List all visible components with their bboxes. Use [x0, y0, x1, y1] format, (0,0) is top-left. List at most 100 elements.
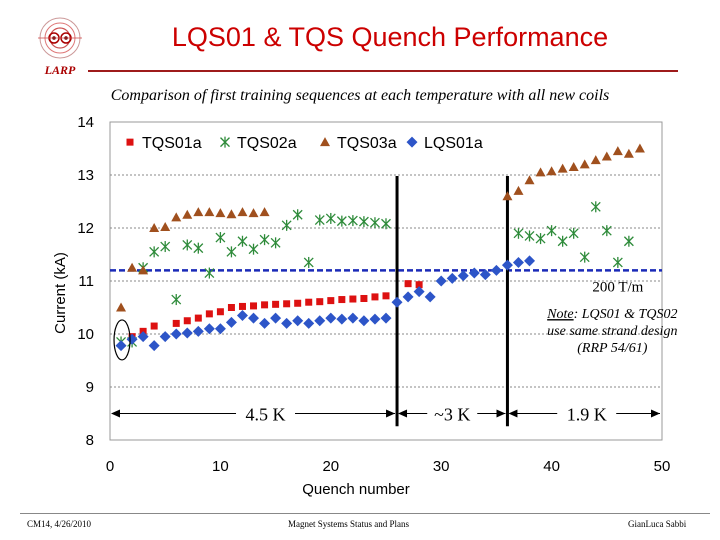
note-line-1: Note: LQS01 & TQS02 [546, 307, 677, 322]
region-label-bg [236, 399, 296, 426]
data-point-tqs03a [634, 143, 645, 153]
data-point-tqs01a [150, 322, 158, 330]
data-point-tqs03a [193, 207, 204, 217]
x-tick-label: 50 [654, 458, 671, 475]
data-point-tqs03a [248, 208, 259, 218]
data-point-tqs02a [193, 242, 204, 254]
data-point-lqs01a [380, 312, 392, 324]
data-point-lqs01a [203, 323, 215, 335]
data-point-tqs02a [381, 218, 391, 230]
data-point-tqs02a [226, 246, 237, 258]
data-point-tqs03a [226, 209, 237, 219]
data-point-lqs01a [524, 255, 536, 267]
data-point-lqs01a [435, 275, 447, 287]
x-tick-label: 20 [322, 458, 339, 475]
legend-marker-tqs01a [126, 138, 134, 146]
data-point-tqs03a [502, 191, 513, 201]
data-point-lqs01a [115, 340, 127, 352]
data-point-tqs03a [204, 207, 215, 217]
data-point-tqs01a [327, 297, 335, 305]
legend-label-tqs03a: TQS03a [337, 135, 397, 152]
y-tick-label: 9 [86, 379, 94, 396]
data-point-tqs03a [590, 155, 601, 165]
x-tick-label: 0 [106, 458, 114, 475]
region-label: 1.9 K [567, 405, 607, 425]
legend-marker-tqs02a [220, 136, 230, 148]
data-point-tqs03a [612, 146, 623, 156]
data-point-tqs02a [535, 233, 546, 245]
data-point-tqs01a [250, 302, 258, 310]
data-point-tqs03a [513, 185, 524, 195]
data-point-tqs03a [546, 166, 557, 176]
data-point-lqs01a [259, 317, 271, 329]
note-text: : LQS01 & TQS02 [574, 307, 678, 322]
logo-text: LARP [44, 63, 76, 77]
y-tick-label: 12 [77, 220, 94, 237]
data-point-tqs02a [524, 230, 535, 242]
data-point-tqs02a [204, 267, 215, 279]
slide-title: LQS01 & TQS Quench Performance [171, 22, 609, 52]
data-point-tqs03a [524, 175, 535, 185]
data-point-tqs01a [205, 310, 213, 318]
data-point-tqs02a [149, 246, 160, 258]
region-label-bg [427, 399, 478, 426]
y-tick-label: 11 [78, 273, 94, 290]
series-tqs01a [128, 280, 423, 341]
footer-rule [20, 513, 710, 514]
data-point-lqs01a [336, 313, 348, 325]
data-point-lqs01a [192, 325, 204, 337]
data-point-tqs03a [116, 302, 127, 312]
data-point-tqs01a [283, 300, 291, 308]
legend-label-tqs01a: TQS01a [142, 135, 202, 152]
data-point-lqs01a [137, 331, 149, 343]
data-point-lqs01a [225, 316, 237, 328]
data-point-lqs01a [325, 312, 337, 324]
data-point-tqs03a [138, 265, 149, 275]
data-point-tqs01a [238, 302, 246, 310]
series-tqs02a [116, 201, 634, 348]
data-point-tqs01a [360, 294, 368, 302]
data-point-tqs03a [182, 209, 193, 219]
note-label: Note [546, 307, 573, 322]
data-point-tqs03a [579, 159, 590, 169]
data-point-tqs02a [612, 256, 623, 268]
data-point-tqs02a [623, 235, 634, 247]
data-point-lqs01a [391, 296, 403, 308]
data-point-tqs03a [568, 162, 579, 172]
x-tick-label: 40 [543, 458, 560, 475]
x-tick-label: 30 [433, 458, 450, 475]
data-point-lqs01a [413, 286, 425, 298]
footer-author: GianLuca Sabbi [628, 519, 687, 529]
data-point-tqs02a [568, 227, 579, 239]
legend-marker-tqs03a [320, 137, 330, 147]
data-point-lqs01a [512, 256, 524, 268]
legend-marker-lqs01a [406, 136, 418, 148]
data-point-tqs02a [546, 225, 557, 237]
data-point-lqs01a [457, 270, 469, 282]
highlight-circle [113, 319, 131, 361]
data-point-lqs01a [126, 333, 138, 345]
data-point-tqs01a [294, 299, 302, 307]
data-point-tqs02a [590, 201, 601, 213]
data-point-tqs02a [259, 234, 270, 246]
y-tick-label: 14 [77, 114, 94, 131]
data-point-lqs01a [369, 313, 381, 325]
reference-line-label: 200 T/m [592, 279, 643, 295]
data-point-lqs01a [148, 340, 160, 352]
data-point-lqs01a [236, 309, 248, 321]
data-point-tqs03a [237, 207, 248, 217]
data-point-tqs01a [227, 304, 235, 311]
data-point-tqs01a [305, 298, 313, 306]
data-point-lqs01a [468, 267, 480, 279]
data-point-tqs02a [557, 235, 568, 247]
data-point-tqs03a [149, 223, 160, 232]
data-point-tqs02a [303, 256, 314, 268]
data-point-tqs02a [601, 225, 612, 237]
footer-date: CM14, 4/26/2010 [27, 519, 92, 529]
data-point-tqs02a [248, 243, 259, 255]
data-point-tqs03a [557, 163, 568, 173]
data-point-tqs03a [171, 212, 182, 222]
y-tick-label: 13 [77, 167, 94, 184]
data-point-tqs03a [127, 262, 138, 272]
data-point-lqs01a [303, 317, 315, 329]
